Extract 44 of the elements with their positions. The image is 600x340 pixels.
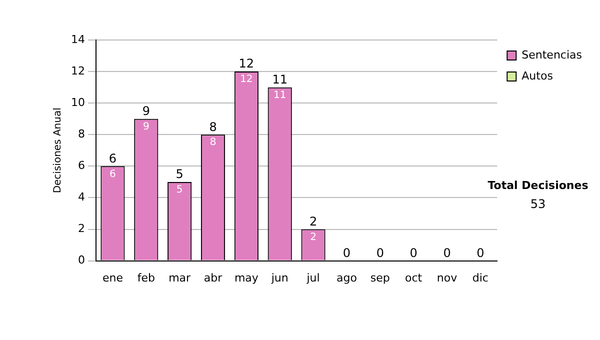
total-label: 12	[238, 56, 254, 71]
legend-label: Sentencias	[522, 48, 582, 62]
y-tick-label: 14	[70, 32, 85, 46]
annotation: Total Decisiones	[488, 178, 589, 192]
total-label: 8	[209, 120, 217, 134]
x-tick-label: ene	[102, 271, 124, 284]
x-tick-label: mar	[168, 271, 192, 284]
total-label: 5	[176, 167, 184, 182]
data-label: 5	[176, 184, 183, 196]
x-tick-label: ago	[336, 271, 358, 284]
legend-label: Autos	[522, 69, 554, 82]
data-label: 12	[240, 74, 253, 86]
y-tick-label: 12	[70, 64, 85, 78]
x-tick-label: dic	[472, 271, 488, 284]
total-label: 6	[108, 151, 117, 166]
data-label: 2	[310, 232, 316, 243]
x-tick-label: jul	[306, 271, 320, 284]
total-label: 11	[272, 72, 288, 86]
y-tick-label: 2	[78, 222, 85, 236]
data-label: 6	[110, 168, 116, 180]
y-tick-label: 10	[70, 96, 85, 109]
data-label: 8	[210, 137, 216, 148]
x-tick-label: feb	[137, 271, 155, 284]
total-label: 0	[342, 246, 351, 260]
x-tick-label: jun	[270, 271, 288, 284]
y-axis-title: Decisiones Anual	[52, 108, 64, 194]
total-label: 0	[443, 246, 451, 260]
x-tick-label: nov	[436, 271, 458, 284]
x-tick-label: sep	[370, 271, 390, 284]
total-label: 0	[476, 246, 484, 260]
total-label: 0	[410, 246, 418, 260]
x-tick-label: oct	[405, 271, 423, 284]
text: 53	[530, 197, 546, 212]
data-label: 11	[273, 90, 286, 101]
y-tick-label: 4	[78, 190, 85, 204]
total-label: 0	[376, 246, 384, 260]
x-tick-label: abr	[204, 271, 223, 284]
y-tick-label: 6	[78, 159, 85, 172]
y-tick-label: 0	[78, 254, 85, 267]
total-label: 2	[309, 214, 318, 228]
data-label: 9	[142, 121, 150, 132]
x-tick-label: may	[234, 271, 259, 284]
total-label: 9	[142, 104, 150, 118]
y-tick-label: 8	[78, 127, 85, 140]
